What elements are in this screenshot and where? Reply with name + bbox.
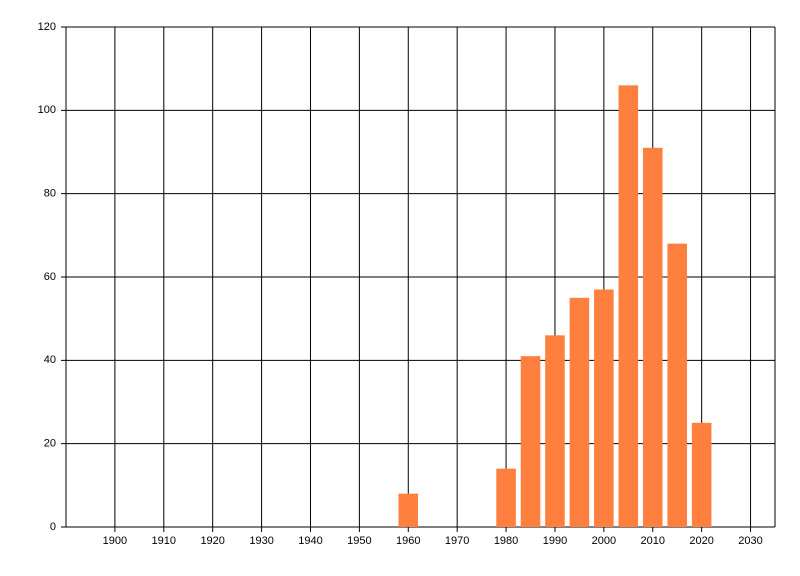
bar bbox=[594, 289, 614, 527]
bar bbox=[691, 422, 712, 527]
bar bbox=[545, 335, 565, 527]
x-tick-label: 2030 bbox=[738, 535, 762, 547]
bar bbox=[667, 243, 687, 527]
y-tick-label: 100 bbox=[38, 104, 56, 116]
y-tick-label: 40 bbox=[44, 354, 56, 366]
x-tick-label: 2000 bbox=[592, 535, 616, 547]
x-tick-label: 1900 bbox=[103, 535, 127, 547]
bar bbox=[496, 468, 516, 527]
bar bbox=[618, 85, 639, 527]
y-tick-label: 20 bbox=[44, 438, 56, 450]
x-tick-label: 1980 bbox=[494, 535, 518, 547]
x-tick-label: 1920 bbox=[200, 535, 224, 547]
x-tick-label: 1960 bbox=[396, 535, 420, 547]
x-tick-label: 1950 bbox=[347, 535, 371, 547]
x-tick-label: 1910 bbox=[152, 535, 176, 547]
y-tick-label: 120 bbox=[38, 21, 56, 33]
bar bbox=[520, 356, 541, 527]
y-tick-label: 60 bbox=[44, 271, 56, 283]
x-tick-label: 1930 bbox=[249, 535, 273, 547]
x-tick-label: 1990 bbox=[543, 535, 567, 547]
x-tick-label: 2020 bbox=[689, 535, 713, 547]
bar bbox=[642, 147, 663, 528]
bar bbox=[398, 493, 419, 527]
x-tick-label: 2010 bbox=[641, 535, 665, 547]
y-tick-label: 80 bbox=[44, 188, 56, 200]
bar bbox=[569, 297, 590, 527]
y-tick-label: 0 bbox=[50, 521, 56, 533]
x-tick-label: 1970 bbox=[445, 535, 469, 547]
x-tick-label: 1940 bbox=[298, 535, 322, 547]
